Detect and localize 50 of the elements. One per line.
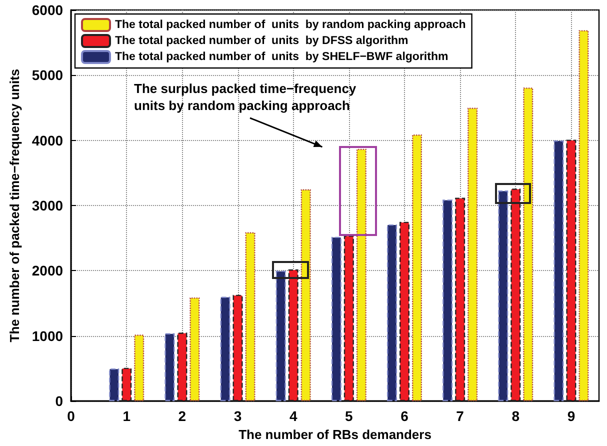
- y-tick-label: 1000: [32, 328, 64, 344]
- legend-label: The total packed number of units by DFSS algorithm: [115, 35, 408, 47]
- bar: [386, 224, 397, 402]
- bar: [498, 190, 508, 402]
- bar: [300, 189, 311, 402]
- bar: [164, 333, 175, 402]
- y-tick-label: 2000: [32, 262, 64, 279]
- x-tick-label: 9: [567, 408, 576, 424]
- x-tick-label: 7: [456, 408, 464, 424]
- bar: [344, 236, 354, 402]
- bar: [399, 222, 410, 402]
- bar: [190, 297, 200, 402]
- bar: [331, 236, 342, 402]
- bar: [276, 270, 286, 402]
- bar: [356, 148, 366, 402]
- bar: [134, 334, 144, 402]
- bar: [554, 140, 564, 402]
- y-axis-title: The number of packed time−frequency units: [7, 68, 22, 342]
- bar: [566, 140, 576, 402]
- x-tick-label: 0: [67, 408, 76, 424]
- bar: [510, 188, 521, 402]
- x-tick-label: 1: [122, 408, 131, 424]
- bar: [288, 269, 298, 402]
- x-tick-label: 6: [400, 408, 409, 424]
- bar: [245, 232, 256, 402]
- bar: [232, 294, 243, 402]
- annotation: The surplus packed time−frequency units by random packing approach: [134, 80, 358, 114]
- x-tick-label: 8: [512, 408, 520, 424]
- bar: [523, 88, 534, 402]
- bar: [455, 198, 466, 402]
- x-tick-label: 4: [289, 408, 298, 424]
- y-tick-label: 6000: [32, 2, 64, 18]
- bar: [177, 332, 188, 402]
- bar: [468, 108, 478, 402]
- x-tick-label: 3: [234, 408, 242, 424]
- bar: [109, 368, 120, 402]
- legend-label: The total packed number of units by random packing approach: [115, 19, 466, 31]
- bar: [122, 368, 132, 402]
- y-tick-label: 3000: [32, 198, 64, 214]
- x-tick-label: 2: [178, 408, 186, 424]
- bar: [412, 134, 422, 402]
- bar: [578, 30, 589, 402]
- y-tick-label: 4000: [32, 132, 64, 148]
- y-tick-label: 5000: [32, 67, 64, 84]
- legend-label: The total packed number of units by SHELF−BWF algorithm: [115, 51, 448, 63]
- x-axis-title: The number of RBs demanders: [238, 427, 432, 442]
- y-tick-label: 0: [55, 393, 64, 410]
- x-tick-label: 5: [345, 408, 354, 424]
- bar: [220, 296, 230, 402]
- bar: [442, 200, 453, 402]
